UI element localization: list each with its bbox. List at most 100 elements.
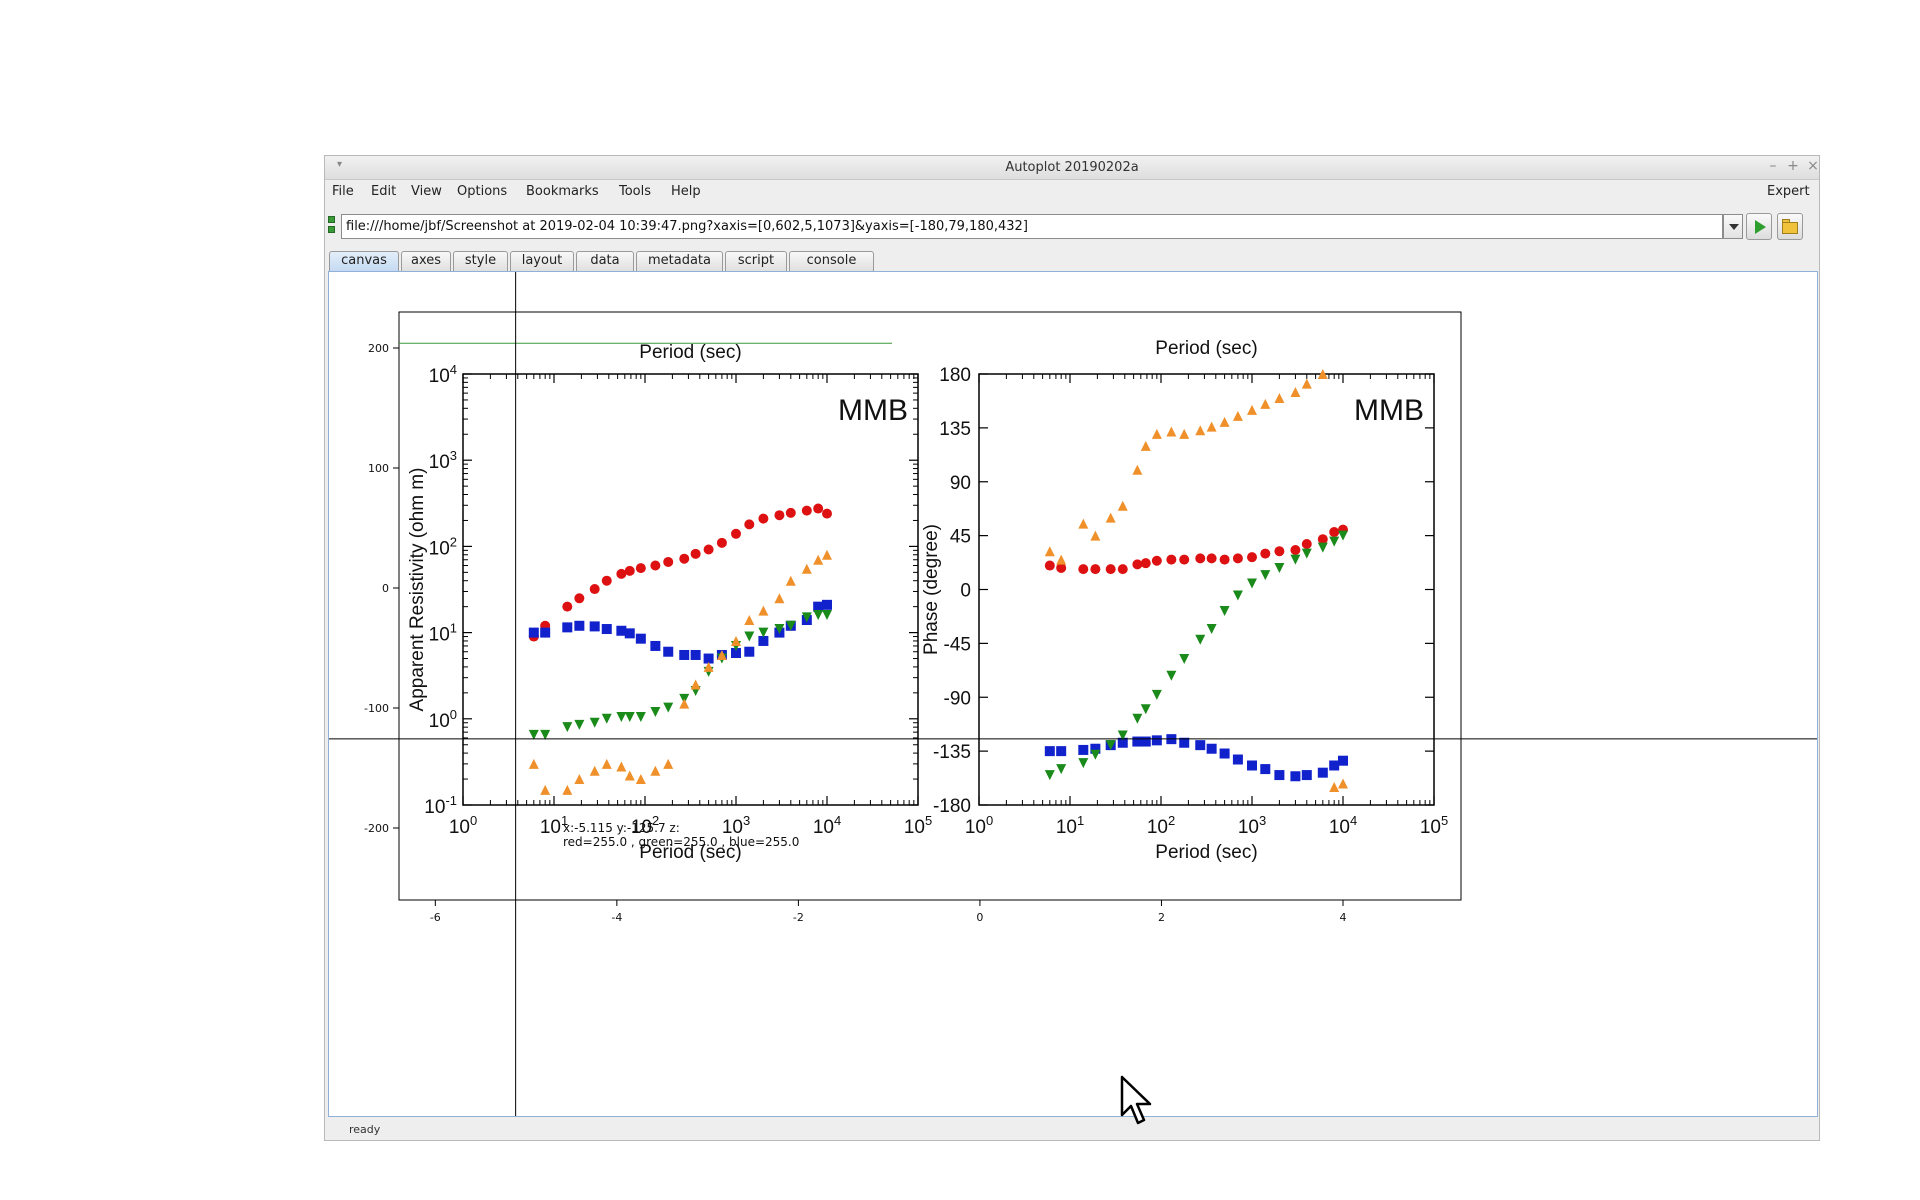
- panel-top-axis-label: Period (sec): [639, 342, 741, 363]
- data-point-triangle-up: [1195, 425, 1206, 436]
- data-point-circle: [813, 503, 824, 514]
- panel-y-tick-label: 100: [429, 707, 457, 732]
- menu-view[interactable]: View: [411, 184, 442, 199]
- data-point-triangle-down: [1044, 770, 1055, 781]
- data-point-triangle-up: [601, 758, 612, 769]
- crosshair-readout-color: red=255.0 , green=255.0 , blue=255.0: [563, 835, 799, 849]
- data-point-circle: [716, 537, 727, 548]
- panel-y-tick-label: 45: [950, 527, 971, 548]
- menu-file[interactable]: File: [332, 184, 354, 199]
- tab-script[interactable]: script: [725, 251, 787, 271]
- data-point-square: [1132, 736, 1143, 747]
- data-point-circle: [1329, 527, 1340, 538]
- window-menu-icon[interactable]: ▾: [337, 159, 343, 170]
- data-point-triangle-down: [1090, 749, 1101, 760]
- data-point-triangle-down: [1206, 624, 1217, 635]
- tab-style[interactable]: style: [453, 251, 508, 271]
- tab-canvas[interactable]: canvas: [329, 251, 399, 271]
- data-point-triangle-down: [744, 631, 755, 642]
- data-point-triangle-down: [1338, 530, 1348, 541]
- data-point-square: [1232, 754, 1243, 765]
- outer-y-tick-label: 0: [382, 582, 389, 595]
- autoplot-canvas-svg[interactable]: 100 101 102 103 104 10510-1100101102103104Per…: [329, 272, 1817, 1116]
- panel-y-tick-label: 10-1: [424, 793, 457, 818]
- data-point-square: [1056, 746, 1067, 757]
- crosshair-readout-position: x:-5.115 y:-125.7 z:: [563, 821, 680, 835]
- menu-help[interactable]: Help: [671, 184, 701, 199]
- data-point-square: [616, 625, 627, 636]
- data-point-triangle-up: [650, 765, 661, 776]
- autoplot-window: ▾ Autoplot 20190202a – + × File Edit Vie…: [324, 155, 1820, 1141]
- panel-y-tick-label: 90: [950, 473, 971, 494]
- data-point-triangle-up: [1206, 421, 1217, 432]
- outer-plot-frame: [398, 311, 1462, 901]
- panel-y-tick-label: 135: [939, 419, 971, 440]
- data-point-triangle-down: [574, 719, 585, 730]
- menu-expert[interactable]: Expert: [1767, 184, 1810, 199]
- menu-bookmarks[interactable]: Bookmarks: [526, 184, 599, 199]
- data-point-square: [1044, 746, 1055, 757]
- data-point-circle: [1105, 564, 1116, 575]
- menu-edit[interactable]: Edit: [371, 184, 397, 199]
- data-point-triangle-down: [1078, 758, 1089, 769]
- data-point-triangle-down: [1117, 730, 1128, 741]
- data-point-triangle-down: [650, 706, 661, 717]
- data-point-triangle-down: [1290, 554, 1301, 565]
- data-point-square: [540, 627, 551, 638]
- menu-tools[interactable]: Tools: [619, 184, 652, 199]
- data-point-circle: [690, 548, 701, 559]
- plot-canvas[interactable]: 100 101 102 103 104 105 10-1 100 101 102 103 104 Per…: [328, 271, 1818, 1117]
- data-point-circle: [1140, 558, 1151, 569]
- tab-console[interactable]: console: [789, 251, 874, 271]
- data-point-triangle-down: [663, 702, 674, 713]
- data-point-triangle-down: [822, 610, 832, 621]
- data-point-triangle-up: [616, 761, 627, 772]
- data-point-circle: [1090, 564, 1101, 575]
- folder-icon[interactable]: [1777, 213, 1803, 240]
- status-text: ready: [349, 1123, 381, 1136]
- data-point-triangle-down: [1274, 562, 1285, 573]
- data-point-circle: [616, 568, 627, 579]
- maximize-icon[interactable]: +: [1787, 158, 1799, 174]
- data-point-triangle-down: [774, 624, 785, 635]
- data-point-circle: [785, 507, 796, 518]
- data-point-circle: [1317, 534, 1328, 545]
- data-point-circle: [822, 508, 832, 519]
- panel-x-tick-label: 101: [540, 813, 568, 838]
- tab-layout[interactable]: layout: [510, 251, 574, 271]
- data-point-triangle-down: [1232, 590, 1243, 601]
- data-point-triangle-down: [758, 627, 769, 638]
- data-point-square: [703, 653, 714, 664]
- data-point-circle: [1232, 553, 1243, 564]
- url-input[interactable]: file:///home/jbf/Screenshot at 2019-02-0…: [341, 214, 1723, 239]
- data-point-triangle-down: [624, 711, 635, 722]
- minimize-icon[interactable]: –: [1769, 158, 1777, 174]
- panel-y-tick-label: 180: [939, 365, 971, 386]
- data-point-triangle-up: [1247, 404, 1257, 415]
- tab-metadata[interactable]: metadata: [636, 251, 723, 271]
- panel-y-tick-label: 104: [429, 362, 457, 387]
- data-point-triangle-up: [1105, 512, 1116, 523]
- menu-options[interactable]: Options: [457, 184, 508, 199]
- outer-x-tick-label: -4: [611, 911, 622, 924]
- data-point-triangle-up: [744, 615, 755, 626]
- dropdown-arrow-icon[interactable]: [1723, 214, 1743, 239]
- data-point-square: [1274, 770, 1285, 781]
- data-point-triangle-up: [562, 784, 573, 795]
- data-point-triangle-down: [1140, 704, 1151, 715]
- data-point-square: [635, 633, 646, 644]
- tab-axes[interactable]: axes: [401, 251, 451, 271]
- tab-data[interactable]: data: [576, 251, 634, 271]
- play-icon[interactable]: [1746, 213, 1772, 240]
- data-source-icon: [328, 216, 335, 235]
- close-icon[interactable]: ×: [1807, 158, 1819, 174]
- menu-bar: File Edit View Options Bookmarks Tools H…: [325, 180, 1819, 204]
- data-point-square: [1179, 737, 1190, 748]
- data-point-triangle-up: [1090, 530, 1101, 541]
- data-point-triangle-up: [1338, 778, 1348, 789]
- data-point-triangle-down: [1166, 670, 1177, 681]
- data-point-circle: [624, 565, 635, 576]
- data-point-square: [1329, 760, 1340, 771]
- title-bar[interactable]: ▾ Autoplot 20190202a – + ×: [325, 156, 1819, 180]
- data-point-triangle-up: [1117, 500, 1128, 511]
